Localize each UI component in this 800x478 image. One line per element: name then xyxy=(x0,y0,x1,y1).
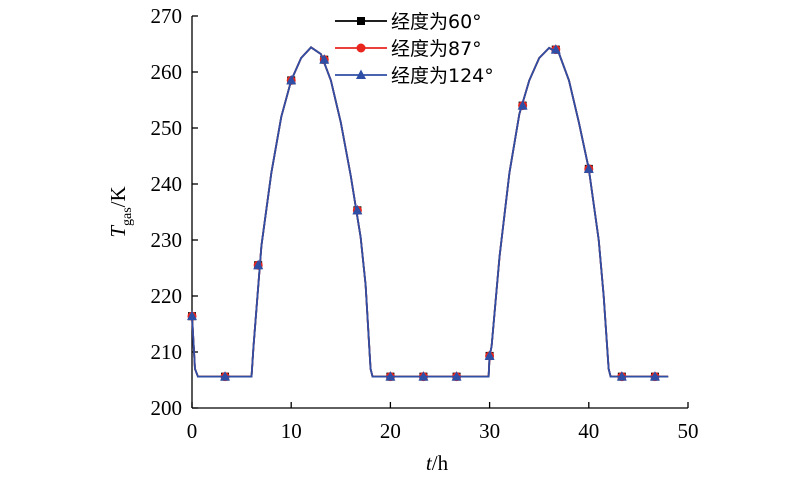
y-tick-label: 220 xyxy=(151,284,183,308)
series-line xyxy=(191,46,669,378)
y-tick-label: 240 xyxy=(151,172,183,196)
y-tick-label: 210 xyxy=(151,340,183,364)
y-label-unit: /K xyxy=(106,186,130,207)
x-tick-label: 20 xyxy=(380,419,401,443)
marker-triangle xyxy=(649,371,660,381)
marker-triangle xyxy=(220,371,231,381)
legend-label: 经度为124° xyxy=(391,65,494,87)
marker-circle xyxy=(356,43,366,53)
marker-triangle xyxy=(484,350,495,360)
marker-triangle xyxy=(286,74,297,85)
marker-triangle xyxy=(385,371,396,381)
marker-square xyxy=(357,17,365,25)
legend-label: 经度为87° xyxy=(391,38,482,60)
y-tick-label: 250 xyxy=(151,116,183,140)
y-tick-label: 200 xyxy=(151,396,183,420)
y-label-symbol: T xyxy=(106,225,130,238)
y-tick-label: 260 xyxy=(151,60,183,84)
x-tick-label: 30 xyxy=(479,419,500,443)
x-label-symbol: t xyxy=(426,451,433,475)
series-line xyxy=(191,46,669,378)
x-tick-label: 50 xyxy=(678,419,699,443)
marker-triangle xyxy=(187,310,197,321)
x-axis-label: t/h xyxy=(426,451,449,475)
marker-triangle xyxy=(418,371,429,381)
y-axis-label: Tgas/K xyxy=(106,186,135,237)
y-label-subscript: gas xyxy=(120,207,135,226)
marker-triangle xyxy=(616,371,627,381)
y-tick-label: 230 xyxy=(151,228,183,252)
marker-triangle xyxy=(319,54,330,64)
marker-triangle xyxy=(352,204,363,215)
x-tick-label: 10 xyxy=(281,419,302,443)
y-tick-label: 270 xyxy=(151,4,183,28)
marker-triangle xyxy=(356,69,366,79)
marker-triangle xyxy=(451,371,462,381)
marker-triangle xyxy=(583,163,594,173)
marker-triangle xyxy=(550,44,561,54)
legend-label: 经度为60° xyxy=(391,11,482,33)
x-tick-label: 0 xyxy=(187,419,198,443)
x-tick-label: 40 xyxy=(578,419,599,443)
series-line xyxy=(191,46,669,378)
marker-triangle xyxy=(253,259,264,270)
marker-triangle xyxy=(517,100,528,110)
x-label-unit: /h xyxy=(432,451,449,475)
